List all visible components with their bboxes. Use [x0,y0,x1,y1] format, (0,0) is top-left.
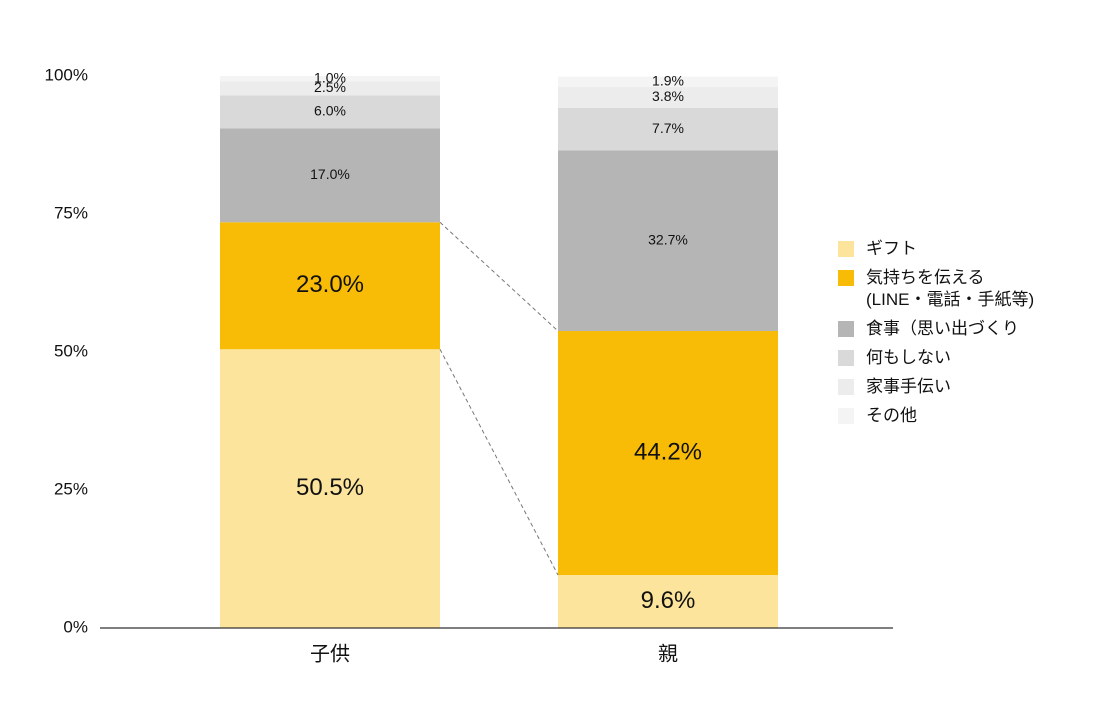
data-label: 44.2% [634,438,702,465]
bar-segment [558,76,778,88]
bar-segment [558,575,778,628]
bar-segment [220,128,440,223]
legend-label: その他 [866,406,917,425]
legend-swatch [838,350,854,366]
data-label: 1.0% [314,69,346,85]
bar-segment [220,222,440,350]
legend-label: 家事手伝い [866,377,951,396]
legend-label: 気持ちを伝える (LINE・電話・手紙等) [866,268,1035,309]
y-tick-label: 75% [54,203,88,222]
data-label: 23.0% [296,271,364,298]
bar-segment [558,108,778,151]
data-label: 6.0% [314,103,346,119]
y-tick-label: 0% [63,617,88,636]
data-label: 7.7% [652,120,684,136]
bar-segment [220,76,440,82]
data-label: 17.0% [310,166,350,182]
x-tick-label: 子供 [310,642,350,665]
data-label: 50.5% [296,474,364,501]
bar-segment [558,87,778,109]
legend-label: 食事（思い出づくり [866,319,1019,338]
y-tick-label: 25% [54,479,88,498]
bar-segment [220,81,440,96]
legend-swatch [838,241,854,257]
y-tick-label: 100% [45,65,88,84]
bar-segment [220,349,440,628]
y-tick-label: 50% [54,341,88,360]
legend-swatch [838,408,854,424]
bar-segment [220,95,440,129]
connector-line [439,349,559,576]
legend-swatch [838,270,854,286]
data-label: 2.5% [314,79,346,95]
legend-swatch [838,379,854,395]
bar-segment [558,150,778,332]
data-label: 3.8% [652,88,684,104]
data-label: 9.6% [641,587,696,614]
legend-label: 何もしない [866,348,951,367]
data-label: 1.9% [652,72,684,88]
data-label: 32.7% [648,231,688,247]
x-tick-label: 親 [658,642,678,665]
connector-line [439,221,559,332]
legend-swatch [838,321,854,337]
bar-segment [558,331,778,576]
legend-label: ギフト [866,239,917,258]
